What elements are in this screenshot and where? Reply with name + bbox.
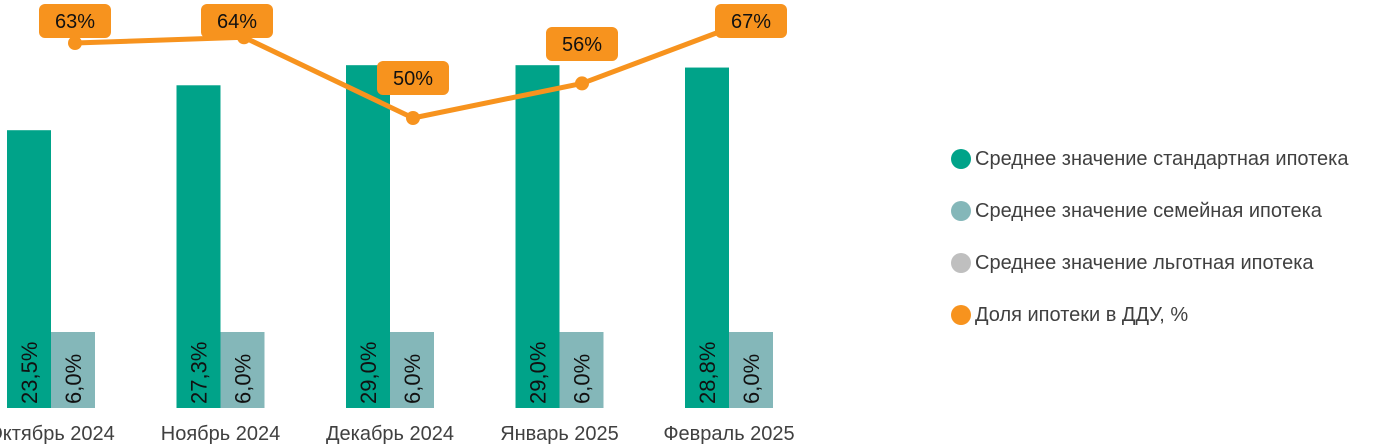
bar-standard-2 [346, 65, 390, 409]
legend-label-family: Среднее значение семейная ипотека [975, 199, 1322, 222]
share-point-0 [68, 36, 82, 51]
legend-item-share: Доля ипотеки в ДДУ, % [951, 289, 1348, 341]
share-callout-label-0: 63% [55, 11, 95, 33]
share-callout-box-2 [377, 61, 449, 95]
share-callout-box-3 [546, 27, 618, 61]
bar-standard-3 [515, 65, 560, 409]
share-callout-box-4 [715, 4, 787, 38]
legend-item-family: Среднее значение семейная ипотека [951, 185, 1348, 237]
legend: Среднее значение стандартная ипотека Сре… [951, 133, 1348, 341]
legend-label-preferential: Среднее значение льготная ипотека [975, 251, 1314, 274]
bar-family-0 [51, 332, 95, 408]
share-callout-box-0 [39, 4, 111, 38]
legend-marker-standard [951, 149, 971, 169]
bar-value-labels: 23,5% 6,0% 27,3% 6,0% 29,0% 6,0% 29,0% 6,0% 28,8… [17, 342, 764, 404]
bar-label-standard-0: 23,5% [17, 342, 42, 404]
bar-label-standard-3: 29,0% [526, 342, 551, 404]
family-mortgage-bars [51, 332, 773, 408]
bar-label-family-0: 6,0% [61, 354, 86, 404]
mortgage-share-line: 63% 64% 50% 56% 67% [39, 4, 787, 125]
standard-mortgage-bars [7, 65, 729, 409]
bar-label-family-3: 6,0% [570, 354, 595, 404]
bar-family-4 [729, 332, 773, 408]
bar-label-standard-1: 27,3% [187, 342, 212, 404]
legend-item-preferential: Среднее значение льготная ипотека [951, 237, 1348, 289]
x-axis-tick-labels: Октябрь 2024 Ноябрь 2024 Декабрь 2024 Январ… [0, 423, 795, 445]
share-callout-label-1: 64% [217, 11, 257, 33]
legend-label-share: Доля ипотеки в ДДУ, % [975, 303, 1189, 326]
share-point-3 [575, 76, 589, 91]
share-callout-box-1 [201, 4, 273, 38]
share-callout-label-4: 67% [731, 11, 771, 33]
share-point-2 [406, 111, 420, 125]
bar-label-family-1: 6,0% [231, 354, 256, 404]
legend-item-standard: Среднее значение стандартная ипотека [951, 133, 1348, 185]
combo-chart: 23,5% 6,0% 27,3% 6,0% 29,0% 6,0% 29,0% 6,0% 28,8… [0, 4, 795, 445]
x-tick-label-0: Октябрь 2024 [0, 423, 115, 445]
bar-standard-0 [7, 130, 51, 409]
x-tick-label-1: Ноябрь 2024 [161, 423, 280, 445]
x-tick-label-4: Февраль 2025 [663, 423, 794, 445]
legend-label-standard: Среднее значение стандартная ипотека [975, 147, 1349, 170]
legend-marker-share [951, 305, 971, 325]
bar-family-3 [559, 332, 604, 408]
legend-marker-preferential [951, 253, 971, 273]
share-callout-label-2: 50% [393, 68, 433, 90]
bar-label-family-4: 6,0% [739, 354, 764, 404]
bar-family-1 [220, 332, 265, 408]
bar-standard-1 [176, 85, 221, 408]
bar-label-family-2: 6,0% [400, 354, 425, 404]
bar-standard-4 [685, 67, 729, 408]
bar-label-standard-2: 29,0% [356, 342, 381, 404]
bar-family-2 [390, 332, 434, 408]
bar-label-standard-4: 28,8% [695, 342, 720, 404]
x-tick-label-2: Декабрь 2024 [326, 423, 454, 445]
x-tick-label-3: Январь 2025 [500, 423, 619, 445]
legend-marker-family [951, 201, 971, 221]
share-callout-label-3: 56% [562, 34, 602, 56]
